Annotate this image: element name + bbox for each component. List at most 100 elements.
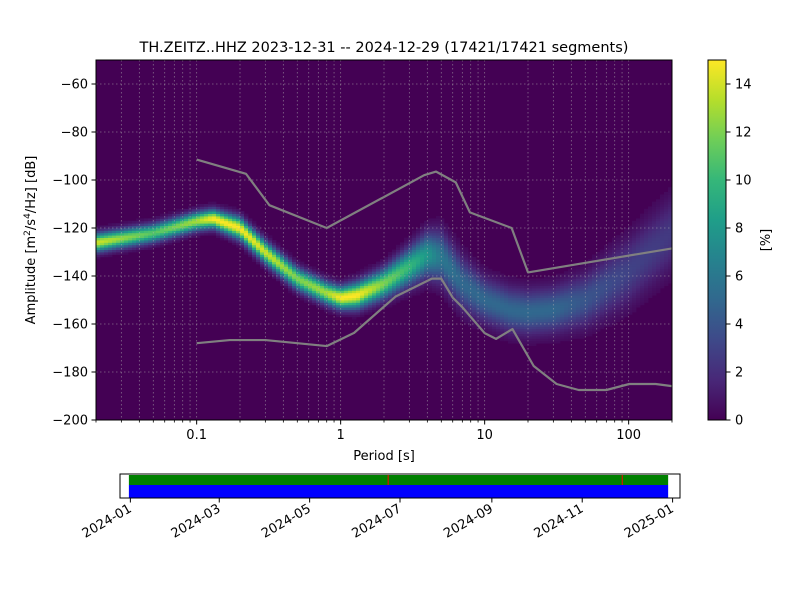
density-cell: [268, 268, 273, 272]
density-cell: [636, 304, 641, 308]
density-cell: [648, 240, 653, 243]
density-cell: [416, 278, 421, 282]
density-cell: [392, 264, 397, 267]
density-cell: [648, 290, 653, 294]
density-cell: [428, 266, 433, 270]
density-cell: [192, 216, 197, 219]
density-cell: [132, 240, 137, 243]
density-cell: [404, 244, 409, 248]
density-cell: [540, 328, 545, 332]
density-cell: [456, 254, 461, 258]
timeline-tick-label: 2024-09: [441, 501, 496, 541]
density-cell: [616, 307, 621, 310]
density-cell: [380, 261, 385, 265]
density-cell: [344, 290, 349, 294]
density-cell: [200, 208, 205, 212]
density-cell: [356, 276, 361, 279]
density-cell: [568, 336, 573, 339]
density-cell: [268, 237, 273, 241]
density-cell: [644, 223, 649, 226]
density-cell: [488, 304, 493, 308]
density-cell: [212, 230, 217, 234]
density-cell: [624, 230, 629, 234]
colorbar-tick-label: 4: [735, 318, 743, 333]
density-cell: [404, 240, 409, 243]
density-cell: [652, 273, 657, 277]
density-cell: [440, 288, 445, 291]
density-cell: [248, 240, 253, 243]
density-cell: [264, 232, 269, 236]
density-cell: [212, 206, 217, 210]
density-cell: [600, 302, 605, 306]
density-cell: [368, 271, 373, 274]
density-cell: [532, 333, 537, 337]
density-cell: [632, 290, 637, 294]
density-cell: [100, 237, 105, 241]
colorbar-tick-label: 6: [735, 270, 743, 285]
density-cell: [604, 280, 609, 284]
density-cell: [352, 290, 357, 294]
density-cell: [100, 228, 105, 231]
density-cell: [508, 302, 513, 306]
density-cell: [284, 261, 289, 265]
density-cell: [180, 235, 185, 238]
density-cell: [664, 213, 669, 217]
density-cell: [504, 276, 509, 279]
density-cell: [564, 314, 569, 318]
density-cell: [152, 244, 157, 248]
density-cell: [112, 223, 117, 226]
density-cell: [496, 292, 501, 296]
density-cell: [644, 261, 649, 265]
density-cell: [636, 285, 641, 289]
density-cell: [572, 328, 577, 332]
density-cell: [540, 336, 545, 339]
density-cell: [440, 247, 445, 250]
density-cell: [132, 225, 137, 229]
x-axis: 0.1 1 10 100: [95, 420, 673, 443]
density-cell: [304, 268, 309, 272]
density-cell: [124, 244, 129, 248]
density-cell: [556, 326, 561, 330]
density-cell: [572, 285, 577, 289]
density-cell: [624, 266, 629, 270]
density-cell: [324, 280, 329, 284]
density-cell: [660, 208, 665, 212]
density-cell: [144, 244, 149, 248]
density-cell: [156, 242, 161, 246]
density-cell: [244, 232, 249, 236]
density-cell: [456, 307, 461, 310]
density-cell: [604, 314, 609, 318]
density-cell: [384, 264, 389, 267]
density-cell: [488, 285, 493, 289]
density-cell: [272, 264, 277, 267]
density-cell: [656, 228, 661, 231]
density-cell: [388, 285, 393, 289]
density-cell: [236, 240, 241, 243]
density-cell: [224, 216, 229, 219]
density-cell: [276, 261, 281, 265]
density-cell: [436, 244, 441, 248]
density-cell: [208, 204, 213, 207]
density-cell: [484, 304, 489, 308]
density-cell: [168, 223, 173, 226]
density-cell: [484, 324, 489, 327]
density-cell: [536, 312, 541, 315]
density-cell: [396, 261, 401, 265]
density-cell: [500, 302, 505, 306]
density-cell: [320, 273, 325, 277]
density-cell: [364, 290, 369, 294]
density-cell: [164, 232, 169, 236]
density-cell: [420, 278, 425, 282]
density-cell: [664, 283, 669, 286]
density-cell: [224, 208, 229, 212]
density-cell: [616, 268, 621, 272]
density-cell: [288, 261, 293, 265]
density-cell: [600, 271, 605, 274]
density-cell: [172, 218, 177, 222]
density-cell: [264, 252, 269, 255]
density-cell: [660, 230, 665, 234]
density-cell: [668, 194, 672, 198]
density-cell: [556, 338, 561, 342]
density-cell: [356, 300, 361, 303]
density-cell: [352, 278, 357, 282]
